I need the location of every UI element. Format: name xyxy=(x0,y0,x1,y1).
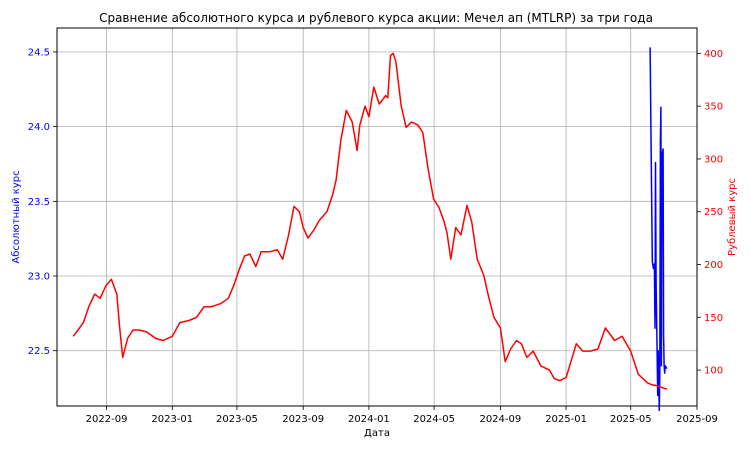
x-tick-label: 2024-05 xyxy=(413,414,455,425)
x-tick-label: 2023-01 xyxy=(151,414,193,425)
plot-frame xyxy=(56,27,698,407)
x-tick-label: 2023-05 xyxy=(216,414,258,425)
y-left-tick-label: 24.5 xyxy=(28,47,50,58)
grid xyxy=(57,28,698,406)
series-line-left xyxy=(649,47,668,412)
y-left-tick-label: 23.0 xyxy=(28,272,50,283)
y-right-tick-label: 250 xyxy=(704,207,723,218)
y-left-tick-label: 23.5 xyxy=(28,197,50,208)
chart-title: Сравнение абсолютного курса и рублевого … xyxy=(99,11,653,25)
y-right-tick-label: 200 xyxy=(704,260,723,271)
y-axis-right: 100 150 200 250 300 350 400 xyxy=(697,49,723,377)
y-left-tick-label: 22.5 xyxy=(28,346,50,357)
series-line-right xyxy=(72,52,668,390)
y-right-tick-label: 350 xyxy=(704,102,723,113)
y-right-tick-label: 150 xyxy=(704,313,723,324)
series-layer xyxy=(72,47,668,412)
x-axis: 2022-09 2023-01 2023-05 2023-09 2024-01 2024-… xyxy=(86,406,718,425)
x-tick-label: 2025-05 xyxy=(610,414,652,425)
y-right-tick-label: 300 xyxy=(704,154,723,165)
y-right-tick-label: 100 xyxy=(704,366,723,377)
x-tick-label: 2024-01 xyxy=(348,414,390,425)
x-tick-label: 2024-09 xyxy=(479,414,521,425)
x-tick-label: 2022-09 xyxy=(86,414,128,425)
x-axis-label: Дата xyxy=(364,428,390,439)
y-left-tick-label: 24.0 xyxy=(28,122,50,133)
x-tick-label: 2025-09 xyxy=(676,414,718,425)
y-right-tick-label: 400 xyxy=(704,49,723,60)
x-tick-label: 2025-01 xyxy=(545,414,587,425)
x-tick-label: 2023-09 xyxy=(282,414,324,425)
y-axis-left: 22.5 23.0 23.5 24.0 24.5 xyxy=(28,47,57,357)
y-axis-left-label: Абсолютный курс xyxy=(11,170,22,263)
y-axis-right-label: Рублевый курс xyxy=(727,178,738,256)
